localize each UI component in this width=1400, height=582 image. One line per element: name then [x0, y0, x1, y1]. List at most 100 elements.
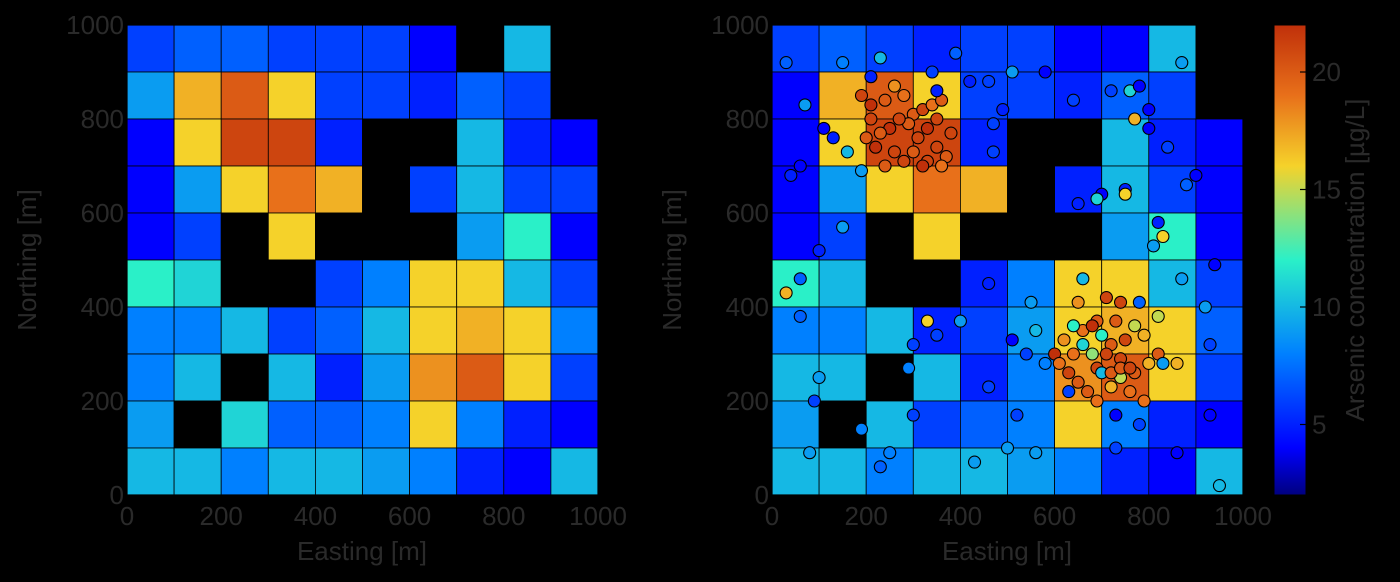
heatmap-cell — [1148, 400, 1197, 449]
heatmap-cell-missing — [362, 118, 410, 167]
heatmap-cell — [409, 24, 458, 73]
sample-point — [1057, 333, 1071, 347]
heatmap-cell — [771, 118, 820, 167]
heatmap-cell — [1148, 259, 1197, 308]
heatmap-cell-missing — [314, 212, 363, 261]
sample-point — [793, 159, 807, 173]
sample-point — [1019, 347, 1033, 361]
sample-point — [930, 84, 944, 98]
sample-point — [798, 98, 812, 112]
sample-point — [1081, 385, 1095, 399]
heatmap-cell — [220, 118, 269, 167]
heatmap-cell — [267, 165, 316, 214]
sample-point — [1179, 178, 1194, 192]
heatmap-cell — [456, 165, 505, 214]
heatmap-cell-missing — [1054, 118, 1103, 167]
heatmap-cell — [503, 400, 552, 449]
heatmap-cell — [409, 259, 458, 308]
sample-point — [793, 309, 807, 323]
heatmap-cell — [314, 71, 363, 120]
sample-point — [1113, 295, 1128, 309]
sample-point — [897, 88, 911, 103]
heatmap-cell — [314, 353, 363, 402]
sample-point — [1066, 319, 1080, 333]
x-tick-label: 600 — [1033, 501, 1076, 531]
sample-point — [1085, 319, 1099, 333]
sample-point — [1104, 380, 1118, 394]
sample-point — [1005, 333, 1019, 347]
x-tick-label: 200 — [845, 501, 888, 531]
x-tick-label: 400 — [294, 501, 337, 531]
heatmap-cell — [771, 212, 820, 261]
sample-point — [1052, 356, 1066, 370]
sample-point — [1066, 347, 1080, 361]
heatmap-cell — [409, 71, 458, 120]
heatmap-cell — [912, 165, 961, 214]
heatmap-cell — [960, 400, 1008, 449]
heatmap-cell-missing — [1007, 212, 1055, 261]
heatmap-cell — [1148, 71, 1197, 120]
heatmap-cell — [456, 259, 505, 308]
heatmap-cell — [314, 165, 363, 214]
heatmap-cell-missing — [865, 212, 914, 261]
heatmap-cell — [173, 71, 222, 120]
sample-point — [1123, 361, 1137, 375]
sample-point — [1029, 446, 1043, 460]
x-tick-label: 0 — [765, 501, 779, 531]
heatmap-cell — [1148, 118, 1197, 167]
sample-point — [1076, 272, 1090, 286]
sample-point — [1109, 408, 1123, 422]
heatmap-cell — [1195, 165, 1244, 214]
y-tick-label: 400 — [726, 292, 769, 322]
heatmap-cell — [912, 353, 961, 402]
heatmap-cell — [314, 259, 363, 308]
heatmap-cell — [503, 259, 552, 308]
sample-point — [1137, 328, 1151, 342]
sample-point — [953, 314, 967, 328]
heatmap-cell — [126, 71, 175, 120]
heatmap-cell — [126, 118, 175, 167]
sample-point — [1132, 79, 1146, 93]
heatmap-cell — [267, 24, 316, 73]
heatmap-cell — [550, 212, 599, 261]
sample-point — [1000, 441, 1015, 455]
heatmap-cell — [912, 400, 961, 449]
sample-point — [807, 394, 821, 408]
heatmap-cell — [818, 212, 867, 261]
sample-point — [1062, 366, 1076, 380]
heatmap-cell — [1054, 24, 1103, 73]
sample-point — [1156, 356, 1170, 370]
heatmap-cell — [1148, 24, 1197, 73]
heatmap-cell-missing — [1195, 24, 1244, 73]
sample-point — [935, 159, 949, 173]
y-tick-label: 200 — [81, 386, 124, 416]
sample-point — [906, 408, 920, 422]
sample-point — [1090, 394, 1104, 408]
heatmap-cell-missing — [912, 259, 961, 308]
heatmap-cell — [912, 447, 961, 496]
heatmap-cell — [456, 400, 505, 449]
sample-point — [1038, 356, 1052, 370]
sample-point — [873, 460, 887, 474]
heatmap-cell — [456, 71, 505, 120]
heatmap-cell — [771, 353, 820, 402]
heatmap-cell — [314, 118, 363, 167]
heatmap-cell — [503, 447, 552, 496]
heatmap-cell — [865, 306, 914, 355]
sample-point — [840, 145, 854, 159]
sample-point — [864, 70, 878, 84]
heatmap-cell-missing — [1007, 118, 1055, 167]
sample-point — [854, 88, 869, 103]
y-tick-label: 200 — [726, 386, 769, 416]
heatmap-cell — [173, 353, 222, 402]
sample-point — [1024, 295, 1038, 309]
heatmap-cell — [771, 400, 820, 449]
sample-point — [1128, 319, 1142, 333]
heatmap-cell — [550, 118, 599, 167]
sample-point — [1085, 347, 1099, 361]
heatmap-cell — [314, 306, 363, 355]
heatmap-cell-missing — [220, 259, 269, 308]
heatmap-cell — [362, 400, 410, 449]
heatmap-cell-missing — [550, 24, 599, 73]
sample-point — [1203, 408, 1217, 422]
